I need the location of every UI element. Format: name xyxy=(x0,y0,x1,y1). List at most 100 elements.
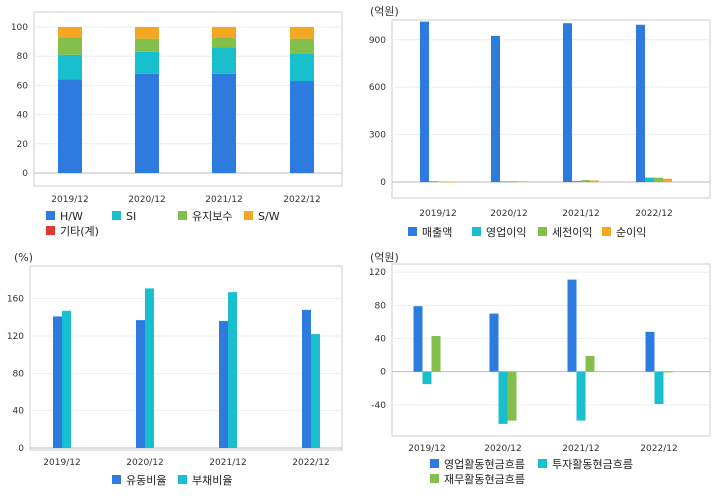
bar xyxy=(509,181,518,183)
unit-label: (억원) xyxy=(370,5,399,18)
bar-segment xyxy=(290,53,314,82)
legend-label: 세전이익 xyxy=(552,226,592,239)
x-tick-label: 2019/12 xyxy=(43,458,80,468)
product-mix-chart: 0 20 40 60 80 100 2019/12 2020/12 2021/12 2022/1… xyxy=(11,11,343,238)
income-chart: (억원) 0 300 600 900 2019/12 2020/12 2021/12 202… xyxy=(369,5,711,239)
bar xyxy=(498,371,508,424)
bar xyxy=(507,371,517,421)
y-tick-label: 20 xyxy=(17,140,29,150)
y-tick-label: 80 xyxy=(17,52,29,62)
bar xyxy=(422,371,432,385)
plot-frame xyxy=(391,19,711,199)
x-tick-labels: 2019/12 2020/12 2021/12 2022/12 xyxy=(51,195,320,205)
legend-label: 부채비율 xyxy=(192,474,232,487)
legend-swatch xyxy=(178,475,187,484)
legend-swatch xyxy=(244,211,253,220)
bars xyxy=(58,27,314,173)
bar xyxy=(663,178,672,182)
bars xyxy=(420,21,672,183)
x-tick-label: 2022/12 xyxy=(635,209,672,219)
gridlines xyxy=(392,271,710,406)
bar xyxy=(500,181,509,183)
legend-swatch xyxy=(46,211,55,220)
x-tick-label: 2021/12 xyxy=(562,444,599,454)
x-tick-label: 2020/12 xyxy=(126,458,163,468)
bars xyxy=(53,288,320,448)
y-tick-label: 600 xyxy=(369,83,386,93)
legend-label: 영업활동현금흐름 xyxy=(444,457,525,471)
legend-label: 기타(계) xyxy=(60,225,99,238)
legend: 매출액 영업이익 세전이익 순이익 xyxy=(408,226,646,239)
bar-segment xyxy=(135,51,159,74)
unit-label: (%) xyxy=(14,251,33,264)
gridlines xyxy=(30,298,342,449)
bar xyxy=(636,24,645,183)
legend-swatch xyxy=(538,227,547,236)
y-tick-label: -40 xyxy=(371,401,386,411)
bar xyxy=(576,371,586,421)
x-tick-label: 2020/12 xyxy=(128,195,165,205)
y-tick-label: 100 xyxy=(11,23,28,33)
bar-segment xyxy=(58,79,82,173)
bar-segment xyxy=(58,37,82,55)
bar xyxy=(438,181,447,183)
y-tick-label: 0 xyxy=(18,444,24,454)
x-tick-label: 2020/12 xyxy=(490,209,527,219)
bar-segment xyxy=(135,38,159,52)
y-tick-label: 120 xyxy=(369,268,386,278)
bar-segment xyxy=(290,38,314,54)
x-tick-label: 2021/12 xyxy=(562,209,599,219)
legend-label: S/W xyxy=(258,210,280,223)
bar-segment xyxy=(290,27,314,39)
legend-swatch xyxy=(472,227,481,236)
bar-segment xyxy=(212,37,236,48)
bar xyxy=(663,371,673,373)
bar xyxy=(136,320,145,448)
y-tick-label: 300 xyxy=(369,131,386,141)
x-tick-label: 2019/12 xyxy=(51,195,88,205)
bar xyxy=(145,288,154,448)
x-tick-label: 2021/12 xyxy=(205,195,242,205)
bar xyxy=(654,177,663,182)
bar xyxy=(572,180,581,182)
x-tick-label: 2019/12 xyxy=(419,209,456,219)
x-tick-label: 2022/12 xyxy=(292,458,329,468)
y-tick-label: 0 xyxy=(380,178,386,188)
legend-label: 재무활동현금흐름 xyxy=(444,472,525,486)
legend-swatch xyxy=(46,226,55,235)
legend-swatch xyxy=(538,459,547,468)
legend-label: 순이익 xyxy=(616,226,646,239)
bar xyxy=(420,21,429,182)
bar xyxy=(645,177,654,182)
legend-label: H/W xyxy=(60,210,83,223)
y-tick-label: 80 xyxy=(13,369,25,379)
legend-label: 유동비율 xyxy=(126,474,166,487)
y-tick-labels: 0 40 80 120 160 xyxy=(7,295,24,454)
bar xyxy=(563,23,572,183)
plot-frame xyxy=(29,265,343,451)
bar xyxy=(645,331,655,372)
bar xyxy=(590,180,599,182)
legend-label: 매출액 xyxy=(422,226,452,239)
legend: H/W SI 유지보수 S/W 기타(계) xyxy=(46,210,280,238)
y-tick-label: 0 xyxy=(22,169,28,179)
legend-label: SI xyxy=(126,210,136,223)
bar-segment xyxy=(212,27,236,38)
bar xyxy=(53,316,62,448)
y-tick-label: 160 xyxy=(7,295,24,305)
bar-segment xyxy=(212,47,236,74)
bar xyxy=(311,334,320,448)
bar xyxy=(489,313,499,372)
legend: 유동비율 부채비율 xyxy=(112,474,232,487)
x-tick-label: 2021/12 xyxy=(209,458,246,468)
ratio-chart: (%) 0 40 80 120 160 2019/12 2020/12 2021/12 202… xyxy=(7,251,343,487)
x-tick-label: 2022/12 xyxy=(640,444,677,454)
bar xyxy=(518,181,527,183)
bar xyxy=(219,321,228,448)
legend-swatch xyxy=(430,459,439,468)
x-tick-labels: 2019/12 2020/12 2021/12 2022/12 xyxy=(408,444,677,454)
y-tick-label: 40 xyxy=(17,111,29,121)
unit-label: (억원) xyxy=(370,251,399,264)
